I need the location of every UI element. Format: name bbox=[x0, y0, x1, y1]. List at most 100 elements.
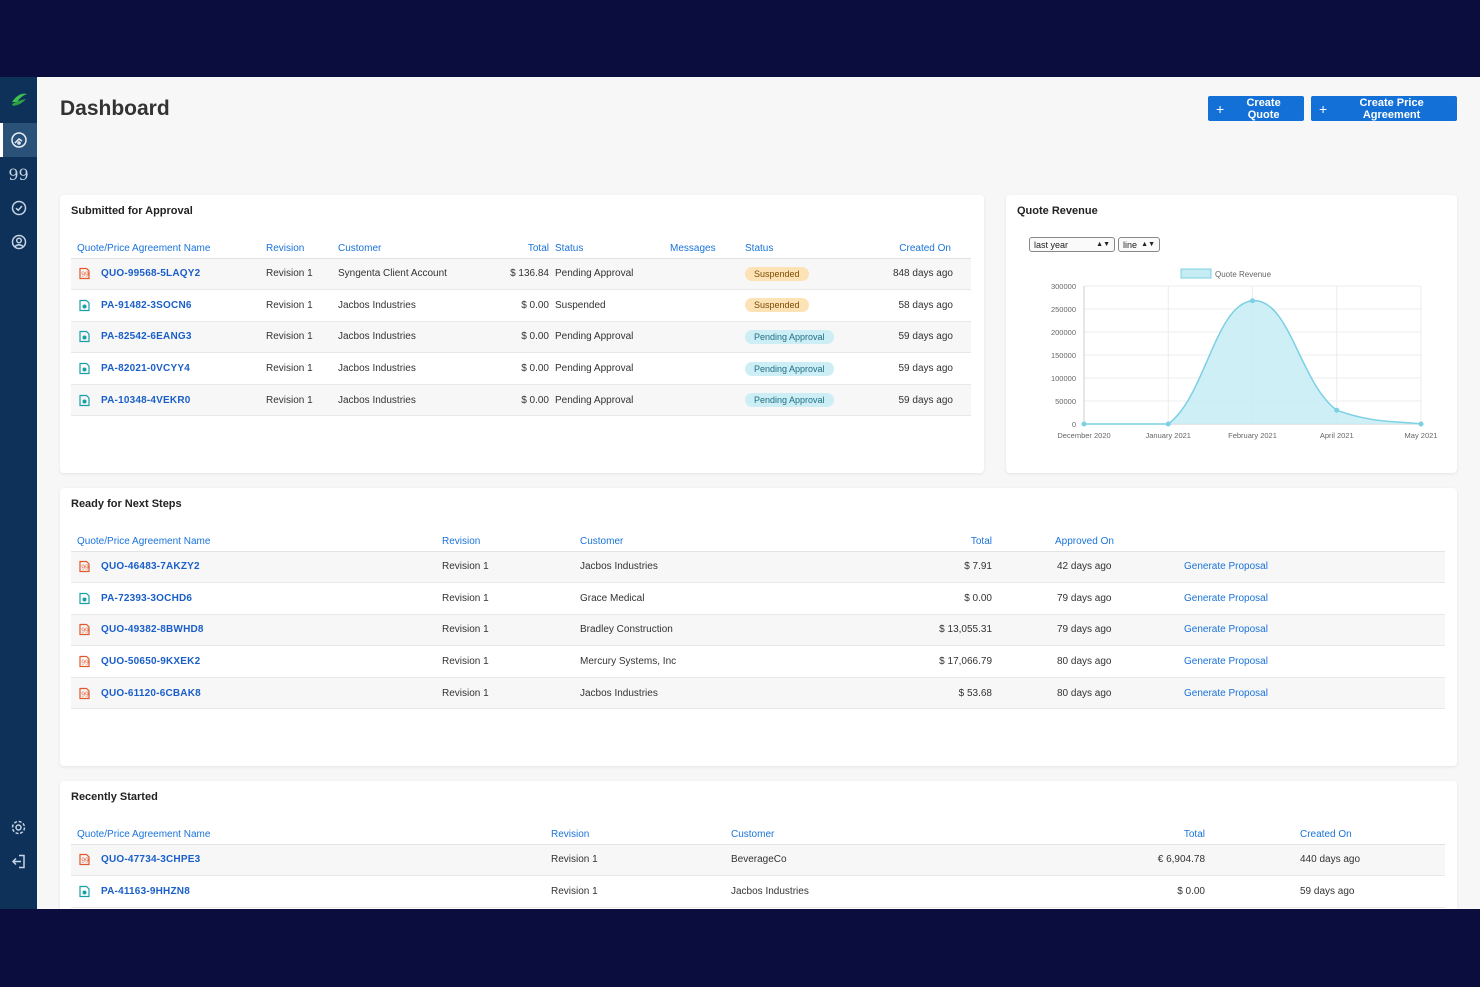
column-header[interactable]: Customer bbox=[574, 525, 912, 552]
column-header[interactable]: Quote/Price Agreement Name bbox=[71, 232, 260, 259]
record-link[interactable]: PA-41163-9HHZN8 bbox=[101, 885, 190, 897]
column-header[interactable]: Approved On bbox=[992, 525, 1124, 552]
period-select[interactable]: last year ▲▼ bbox=[1029, 237, 1115, 252]
card-title: Submitted for Approval bbox=[71, 205, 193, 217]
svg-text:99: 99 bbox=[81, 628, 89, 635]
column-header[interactable]: Customer bbox=[725, 818, 1047, 845]
quote-document-icon: 99 bbox=[77, 655, 91, 669]
record-link[interactable]: PA-82021-0VCYY4 bbox=[101, 363, 190, 375]
quote-document-icon: 99 bbox=[77, 267, 91, 281]
sidebar-item-dashboard[interactable] bbox=[0, 123, 37, 157]
column-header[interactable]: Revision bbox=[436, 525, 574, 552]
data-point[interactable] bbox=[1250, 298, 1255, 304]
approved-cell: 42 days ago bbox=[992, 551, 1124, 584]
total-cell: € 6,904.78 bbox=[1047, 844, 1205, 877]
record-link[interactable]: QUO-47734-3CHPE3 bbox=[101, 854, 201, 866]
quote-document-icon: 99 bbox=[77, 623, 91, 637]
data-point[interactable] bbox=[1334, 407, 1340, 413]
record-link[interactable]: PA-10348-4VEKR0 bbox=[101, 394, 191, 406]
legend-swatch bbox=[1180, 268, 1212, 279]
sidebar-item-customers[interactable] bbox=[0, 225, 37, 259]
create-quote-label: Create Quote bbox=[1246, 96, 1281, 121]
column-header[interactable]: Revision bbox=[260, 232, 332, 259]
record-link[interactable]: QUO-49382-8BWHD8 bbox=[101, 624, 204, 636]
revision-cell: Revision 1 bbox=[436, 582, 574, 615]
customer-cell: Grace Medical bbox=[574, 582, 912, 615]
table-row[interactable]: PA-82542-6EANG3 Revision 1 Jacbos Industri… bbox=[71, 321, 971, 354]
revision-cell: Revision 1 bbox=[436, 614, 574, 647]
customer-cell: Syngenta Client Account bbox=[332, 258, 475, 291]
table-row[interactable]: 99 QUO-46483-7AKZY2 Revision 1 Jacbos Indus… bbox=[71, 551, 1445, 584]
recently-started-card: Recently Started Quote/Price Agreement N… bbox=[60, 781, 1457, 909]
column-header[interactable]: Customer bbox=[332, 232, 475, 259]
name-cell-content: PA-41163-9HHZN8 bbox=[77, 884, 545, 898]
table-row[interactable]: 99 QUO-99568-5LAQY2 Revision 1 Syngenta Cli… bbox=[71, 258, 971, 291]
create-price-agreement-button[interactable]: + Create Price Agreement bbox=[1311, 96, 1457, 121]
column-header[interactable]: Total bbox=[912, 525, 992, 552]
name-cell-content: 99 QUO-50650-9KXEK2 bbox=[77, 655, 436, 669]
status-badge-cell: Pending Approval bbox=[739, 321, 854, 354]
record-link[interactable]: QUO-50650-9KXEK2 bbox=[101, 656, 201, 668]
create-quote-button[interactable]: + Create Quote bbox=[1208, 96, 1304, 121]
column-header[interactable]: Status bbox=[739, 232, 854, 259]
table-row[interactable]: 99 QUO-61120-6CBAK8 Revision 1 Jacbos Indus… bbox=[71, 677, 1445, 710]
approved-cell: 80 days ago bbox=[992, 645, 1124, 678]
column-header[interactable]: Messages bbox=[664, 232, 739, 259]
name-cell-content: PA-72393-3OCHD6 bbox=[77, 591, 436, 605]
data-point[interactable] bbox=[1165, 421, 1171, 427]
plus-icon: + bbox=[1319, 100, 1328, 117]
column-header[interactable]: Total bbox=[1047, 818, 1205, 845]
generate-proposal-link[interactable]: Generate Proposal bbox=[1184, 592, 1268, 604]
generate-proposal-link[interactable]: Generate Proposal bbox=[1184, 687, 1268, 699]
column-header[interactable]: Total bbox=[475, 232, 549, 259]
column-header[interactable]: Quote/Price Agreement Name bbox=[71, 525, 436, 552]
table-row[interactable]: PA-72393-3OCHD6 Revision 1 Grace Medical $ … bbox=[71, 582, 1445, 615]
sidebar-item-approvals[interactable] bbox=[0, 191, 37, 225]
sidebar-item-settings[interactable] bbox=[0, 810, 37, 844]
record-link[interactable]: QUO-99568-5LAQY2 bbox=[101, 268, 201, 280]
generate-proposal-link[interactable]: Generate Proposal bbox=[1184, 656, 1268, 668]
record-link[interactable]: QUO-46483-7AKZY2 bbox=[101, 561, 200, 573]
svg-text:99: 99 bbox=[81, 660, 89, 667]
table-row[interactable]: PA-41163-9HHZN8 Revision 1 Jacbos Industri… bbox=[71, 875, 1445, 908]
generate-proposal-link[interactable]: Generate Proposal bbox=[1184, 561, 1268, 573]
card-title: Recently Started bbox=[71, 791, 158, 803]
action-cell: Generate Proposal bbox=[1124, 551, 1445, 584]
total-cell: $ 17,066.79 bbox=[912, 645, 992, 678]
table-row[interactable]: 99 QUO-50650-9KXEK2 Revision 1 Mercury Syst… bbox=[71, 645, 1445, 678]
submitted-for-approval-card: Submitted for Approval Quote/Price Agree… bbox=[60, 195, 984, 473]
svg-text:99: 99 bbox=[81, 858, 89, 865]
record-link[interactable]: QUO-61120-6CBAK8 bbox=[101, 687, 201, 699]
svg-text:99: 99 bbox=[81, 565, 89, 572]
column-header[interactable]: Created On bbox=[1205, 818, 1445, 845]
approved-cell: 79 days ago bbox=[992, 582, 1124, 615]
sidebar-item-logout[interactable] bbox=[0, 844, 37, 878]
sidebar-item-quotes[interactable]: 99 bbox=[0, 157, 37, 191]
data-point[interactable] bbox=[1418, 421, 1424, 427]
column-header[interactable]: Quote/Price Agreement Name bbox=[71, 818, 545, 845]
status-badge-cell: Suspended bbox=[739, 258, 854, 291]
table-row[interactable]: 99 QUO-47734-3CHPE3 Revision 1 BeverageCo € … bbox=[71, 844, 1445, 877]
table-row[interactable]: PA-10348-4VEKR0 Revision 1 Jacbos Industri… bbox=[71, 384, 971, 417]
column-header[interactable] bbox=[1124, 525, 1445, 552]
column-header[interactable]: Created On bbox=[854, 232, 971, 259]
name-cell: 99 QUO-49382-8BWHD8 bbox=[71, 614, 436, 647]
column-header[interactable]: Status bbox=[549, 232, 664, 259]
table-row[interactable]: 99 QUO-49382-8BWHD8 Revision 1 Bradley Cons… bbox=[71, 614, 1445, 647]
app-window: 99 Dashboard + Create Quote bbox=[0, 77, 1480, 909]
record-link[interactable]: PA-82542-6EANG3 bbox=[101, 331, 192, 343]
data-point[interactable] bbox=[1081, 421, 1087, 427]
column-header[interactable]: Revision bbox=[545, 818, 725, 845]
table-row[interactable]: PA-91482-3SOCN6 Revision 1 Jacbos Industri… bbox=[71, 289, 971, 322]
brand-logo-icon[interactable] bbox=[0, 83, 37, 117]
revision-cell: Revision 1 bbox=[436, 645, 574, 678]
table-row[interactable]: PA-82021-0VCYY4 Revision 1 Jacbos Industri… bbox=[71, 352, 971, 385]
status-cell: Pending Approval bbox=[549, 258, 664, 291]
name-cell: 99 QUO-47734-3CHPE3 bbox=[71, 844, 545, 877]
revision-cell: Revision 1 bbox=[260, 289, 332, 322]
y-tick-label: 300000 bbox=[1051, 282, 1076, 291]
record-link[interactable]: PA-91482-3SOCN6 bbox=[101, 299, 192, 311]
generate-proposal-link[interactable]: Generate Proposal bbox=[1184, 624, 1268, 636]
record-link[interactable]: PA-72393-3OCHD6 bbox=[101, 592, 193, 604]
chart-type-select[interactable]: line ▲▼ bbox=[1118, 237, 1160, 252]
